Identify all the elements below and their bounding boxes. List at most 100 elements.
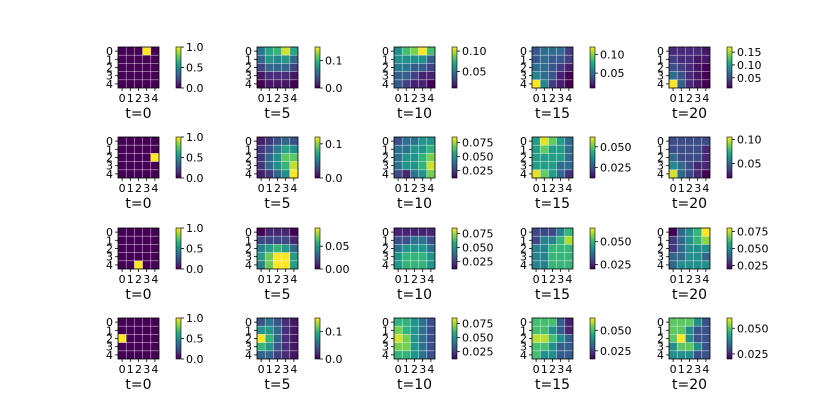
heatmap-cell bbox=[540, 244, 549, 253]
heatmap-cell bbox=[142, 260, 151, 269]
colorbar-tick-label: 1.0 bbox=[186, 222, 204, 235]
heatmap-cell bbox=[118, 326, 127, 335]
heatmap-cell bbox=[685, 161, 694, 170]
y-tick-label: 4 bbox=[245, 78, 252, 91]
heatmap-cell bbox=[685, 326, 694, 335]
heatmap-cell bbox=[548, 137, 557, 146]
y-tick-label: 2 bbox=[657, 333, 664, 346]
x-tick-label: 4 bbox=[151, 363, 158, 376]
x-tick-label: 2 bbox=[274, 273, 281, 286]
y-tick-label: 1 bbox=[520, 143, 527, 156]
heatmap-cell bbox=[556, 63, 565, 72]
panel-title: t=5 bbox=[264, 196, 290, 212]
y-tick-label: 0 bbox=[382, 135, 389, 148]
heatmap-cell bbox=[426, 55, 435, 64]
x-tick-label: 2 bbox=[549, 273, 556, 286]
heatmap-cell bbox=[126, 169, 135, 178]
heatmap-cell bbox=[418, 228, 427, 237]
heatmap-cell bbox=[564, 228, 573, 237]
y-tick-label: 3 bbox=[520, 70, 527, 83]
heatmap-cell bbox=[677, 244, 686, 253]
y-tick-label: 1 bbox=[245, 53, 252, 66]
heatmap-cell bbox=[150, 153, 159, 162]
heatmap-cell bbox=[126, 350, 135, 359]
heatmap-cell bbox=[532, 334, 541, 343]
y-tick-label: 0 bbox=[106, 226, 113, 239]
heatmap-cell bbox=[685, 169, 694, 178]
colorbar-tick-label: 0.10 bbox=[462, 45, 487, 58]
heatmap-cell bbox=[273, 137, 282, 146]
heatmap-cell bbox=[402, 47, 411, 56]
heatmap-cell bbox=[257, 334, 266, 343]
heatmap-cell bbox=[289, 228, 298, 237]
heatmap-cell bbox=[150, 260, 159, 269]
heatmap-cell bbox=[418, 350, 427, 359]
heatmap-cell bbox=[289, 326, 298, 335]
heatmap-cell bbox=[281, 342, 290, 351]
y-tick-label: 2 bbox=[245, 152, 252, 165]
y-tick-label: 3 bbox=[106, 70, 113, 83]
heatmap-cell bbox=[669, 252, 678, 261]
heatmap-cell bbox=[410, 342, 419, 351]
heatmap-cell bbox=[418, 252, 427, 261]
heatmap-cell bbox=[257, 169, 266, 178]
heatmap-cell bbox=[126, 252, 135, 261]
heatmap-cell bbox=[281, 137, 290, 146]
heatmap-cell bbox=[402, 260, 411, 269]
heatmap-cell bbox=[273, 244, 282, 253]
heatmap-cell bbox=[150, 342, 159, 351]
heatmap-cell bbox=[564, 47, 573, 56]
heatmap-cell bbox=[677, 326, 686, 335]
heatmap-cell bbox=[540, 326, 549, 335]
x-tick-label: 4 bbox=[565, 92, 572, 105]
heatmap-cell bbox=[126, 145, 135, 154]
heatmap-cell bbox=[548, 145, 557, 154]
heatmap-cell bbox=[669, 350, 678, 359]
heatmap-cell bbox=[564, 326, 573, 335]
heatmap-cell bbox=[394, 228, 403, 237]
heatmap-cell bbox=[426, 79, 435, 88]
heatmap-cell bbox=[281, 145, 290, 154]
panel-title: t=5 bbox=[264, 287, 290, 303]
x-tick-label: 3 bbox=[282, 182, 289, 195]
heatmap-cell bbox=[150, 326, 159, 335]
heatmap-cell bbox=[669, 244, 678, 253]
heatmap-cell bbox=[265, 55, 274, 64]
colorbar-tick-label: 0.5 bbox=[186, 243, 204, 256]
heatmap-cell bbox=[289, 63, 298, 72]
y-tick-label: 4 bbox=[657, 349, 664, 362]
heatmap-cell bbox=[701, 236, 710, 245]
colorbar bbox=[589, 136, 596, 179]
heatmap-cell bbox=[564, 350, 573, 359]
heatmap-cell bbox=[134, 79, 143, 88]
heatmap-cell bbox=[126, 55, 135, 64]
heatmap-cell bbox=[134, 63, 143, 72]
heatmap-cell bbox=[548, 228, 557, 237]
heatmap-cell bbox=[693, 161, 702, 170]
heatmap-cell bbox=[134, 244, 143, 253]
heatmap-cell bbox=[564, 260, 573, 269]
heatmap-cell bbox=[394, 236, 403, 245]
x-tick-label: 2 bbox=[135, 92, 142, 105]
heatmap-cell bbox=[394, 326, 403, 335]
colorbar-tick-label: 0.10 bbox=[737, 133, 762, 146]
panel-title: t=20 bbox=[672, 377, 707, 393]
heatmap-cell bbox=[556, 71, 565, 80]
x-tick-label: 3 bbox=[419, 182, 426, 195]
x-tick-label: 3 bbox=[143, 363, 150, 376]
heatmap-cell bbox=[532, 326, 541, 335]
heatmap-cell bbox=[142, 153, 151, 162]
x-tick-label: 0 bbox=[119, 182, 126, 195]
x-tick-label: 1 bbox=[266, 363, 273, 376]
heatmap-cell bbox=[150, 236, 159, 245]
y-tick-label: 3 bbox=[245, 341, 252, 354]
heatmap-cell bbox=[677, 236, 686, 245]
heatmap-cell bbox=[410, 79, 419, 88]
heatmap-cell bbox=[142, 161, 151, 170]
heatmap-cell bbox=[426, 145, 435, 154]
heatmap-cell bbox=[677, 153, 686, 162]
heatmap-cell bbox=[265, 63, 274, 72]
heatmap-cell bbox=[540, 137, 549, 146]
heatmap-cell bbox=[426, 252, 435, 261]
